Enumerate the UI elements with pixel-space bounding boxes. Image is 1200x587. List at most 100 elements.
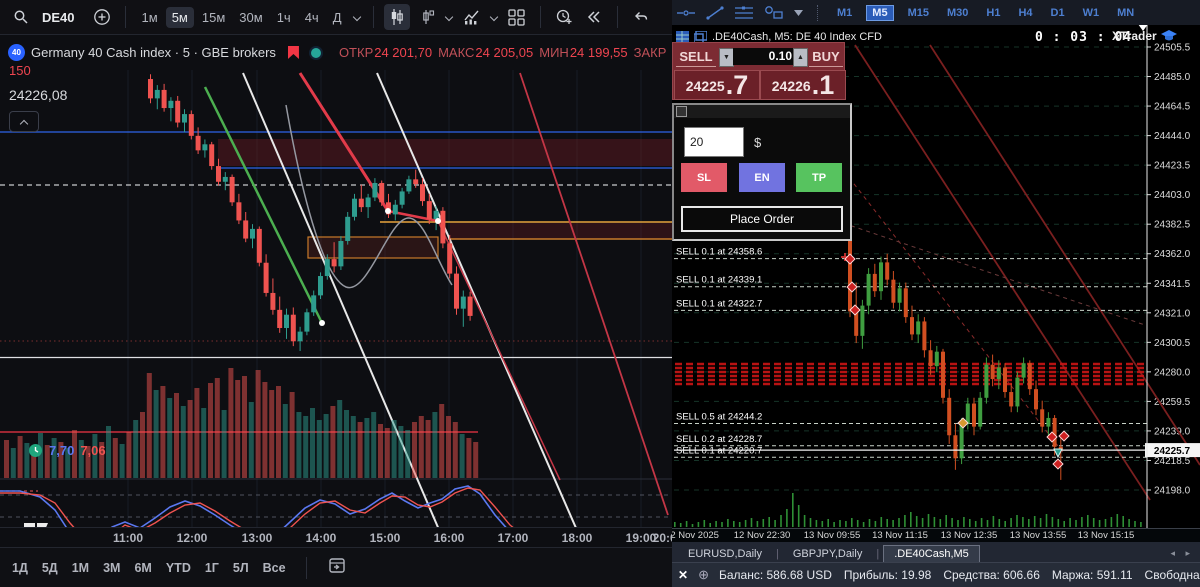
mt-timeframe-MN[interactable]: MN [1117, 6, 1135, 19]
sell-price-main: 24225 [685, 78, 725, 94]
order-panel-titlebar[interactable] [674, 105, 850, 118]
range-YTD[interactable]: YTD [165, 560, 191, 575]
buy-price-box[interactable]: 24226 .1 [760, 70, 846, 100]
xtrader-brand: XTrader [1112, 29, 1177, 43]
ohlc-value: 24 199,55 [569, 45, 628, 60]
ohlc-label: МИН [539, 45, 569, 60]
svg-text:24423.5: 24423.5 [1154, 161, 1191, 172]
ohlc-values: ОТКР 24 201,70 МАКС 24 205,05 МИН 24 199,55 ЗА… [333, 45, 668, 60]
mt-timeframe-H4[interactable]: H4 [1018, 6, 1033, 19]
ohlc-label: МАКС [438, 45, 475, 60]
chevron-down-icon[interactable] [354, 12, 361, 19]
window-icon[interactable] [694, 31, 707, 43]
svg-text:24198.0: 24198.0 [1154, 486, 1191, 497]
timeframe-1ч[interactable]: 1ч [276, 9, 291, 25]
ohlc-label: ОТКР [338, 45, 374, 60]
mt-timeframe-M5[interactable]: M5 [866, 4, 894, 21]
place-order-button[interactable]: Place Order [681, 206, 843, 232]
mt-time-axis[interactable]: 12 Nov 2025 12 Nov 22:30 13 Nov 09:55 13 No… [672, 528, 1200, 543]
mt-timeframe-M30[interactable]: M30 [946, 6, 969, 19]
tab-scroll-arrows[interactable]: ◂ ▸ [1170, 548, 1194, 558]
go-to-date-icon[interactable] [327, 556, 347, 580]
mt-timeframe-H1[interactable]: H1 [986, 6, 1001, 19]
chevron-down-icon[interactable] [446, 12, 453, 19]
sell-button[interactable]: SELL [676, 47, 716, 67]
timeframe-30м[interactable]: 30м [239, 9, 263, 25]
timeframe-1м[interactable]: 1м [141, 9, 158, 25]
undo-icon[interactable] [628, 4, 654, 30]
mt-timeframe-M15[interactable]: M15 [907, 6, 929, 19]
risk-amount-input[interactable] [684, 127, 744, 157]
trendline-icon[interactable] [706, 5, 724, 21]
search-icon[interactable] [8, 4, 34, 30]
mt-timeframe-D1[interactable]: D1 [1050, 6, 1065, 19]
timeframe-5м[interactable]: 5м [165, 6, 194, 28]
tab-separator: | [775, 548, 779, 560]
buy-price-main: 24226 [771, 78, 811, 94]
indicators-icon[interactable] [459, 4, 485, 30]
tv-time-axis[interactable]: 11:00 12:00 13:00 14:00 15:00 16:00 17:00 18:00… [0, 527, 672, 548]
buy-button[interactable]: BUY [809, 47, 843, 67]
flag-bookmark-icon[interactable] [287, 46, 299, 59]
shapes-icon[interactable] [764, 5, 784, 21]
range-5Л[interactable]: 5Л [232, 560, 249, 575]
range-5Д[interactable]: 5Д [41, 560, 58, 575]
range-3М[interactable]: 3М [103, 560, 121, 575]
stop-loss-button[interactable]: SL [681, 163, 727, 192]
tv-chart-area[interactable]: 40 Germany 40 Cash index · 5 · GBE broke… [0, 35, 672, 547]
close-icon[interactable]: ✕ [678, 568, 689, 582]
svg-text:24259.5: 24259.5 [1154, 397, 1191, 408]
svg-text:24444.0: 24444.0 [1154, 131, 1191, 142]
symbol-search-button[interactable]: DE40 [42, 9, 75, 25]
svg-text:24321.0: 24321.0 [1154, 308, 1191, 319]
time-label: 19:00 [625, 531, 657, 545]
tv-legend: 40 Germany 40 Cash index · 5 · GBE broke… [8, 44, 668, 61]
chart-title: .DE40Cash, M5: DE 40 Index CFD [712, 31, 882, 43]
replay-icon[interactable] [581, 4, 607, 30]
entry-button[interactable]: EN [739, 163, 785, 192]
range-6М[interactable]: 6М [134, 560, 152, 575]
mt-chart-area[interactable]: 24505.5 24485.0 24464.5 24444.0 24423.5 24403… [672, 0, 1200, 528]
quotes-table-icon[interactable] [676, 31, 689, 43]
volume-decrease-button[interactable]: ▼ [719, 48, 734, 67]
range-1М[interactable]: 1М [71, 560, 90, 575]
chevron-down-icon[interactable] [491, 12, 498, 19]
crosshair-cursor-icon[interactable] [676, 5, 696, 21]
time-label: 13:00 [241, 531, 273, 545]
ohlc-value: 24 200, [667, 45, 668, 60]
account-metrics: Баланс: 586.68 USD Прибыль: 19.98 Средства… [719, 568, 1200, 582]
sell-price-box[interactable]: 24225 .7 [674, 70, 760, 100]
dropdown-caret-icon[interactable] [794, 9, 803, 16]
graduation-cap-icon [1160, 30, 1177, 41]
sell-price-pips: .7 [725, 70, 749, 100]
range-1Д[interactable]: 1Д [12, 560, 28, 575]
collapse-legend-button[interactable] [9, 111, 39, 132]
mt-timeframe-M1[interactable]: M1 [837, 6, 853, 19]
range-1Г[interactable]: 1Г [204, 560, 219, 575]
compare-add-icon[interactable] [89, 4, 115, 30]
take-profit-button[interactable]: TP [796, 163, 842, 192]
chart-tab[interactable]: EURUSD,Daily [688, 548, 762, 560]
mt-timeframe-W1[interactable]: W1 [1082, 6, 1100, 19]
range-Все[interactable]: Все [262, 560, 286, 575]
time-label: 12 Nov 2025 [672, 530, 719, 541]
timeframe-15м[interactable]: 15м [201, 9, 226, 25]
layout-grid-icon[interactable] [504, 4, 530, 30]
toolbar-divider [372, 6, 374, 28]
hollow-candles-style-button[interactable] [414, 4, 440, 30]
alert-clock-icon[interactable] [551, 4, 577, 30]
timeframe-4ч[interactable]: 4ч [304, 9, 319, 25]
symbol-logo: 40 [8, 44, 25, 61]
timeframe-Д[interactable]: Д [332, 9, 342, 25]
symbol-title[interactable]: Germany 40 Cash index · 5 · GBE brokers [31, 45, 276, 60]
chart-tab[interactable]: GBPJPY,Daily [792, 548, 863, 560]
add-account-icon[interactable]: ⊕ [698, 567, 709, 582]
chart-tab[interactable]: .DE40Cash,M5 [883, 545, 980, 562]
candles-style-button[interactable] [383, 4, 410, 30]
svg-text:24341.5: 24341.5 [1154, 279, 1191, 290]
currency-label: $ [754, 135, 762, 150]
volume-input[interactable]: 0.10 [733, 48, 796, 65]
volume-increase-button[interactable]: ▲ [793, 48, 808, 67]
fibonacci-icon[interactable] [734, 5, 754, 21]
svg-text:SELL 0.1 at 24220.7: SELL 0.1 at 24220.7 [676, 445, 762, 456]
